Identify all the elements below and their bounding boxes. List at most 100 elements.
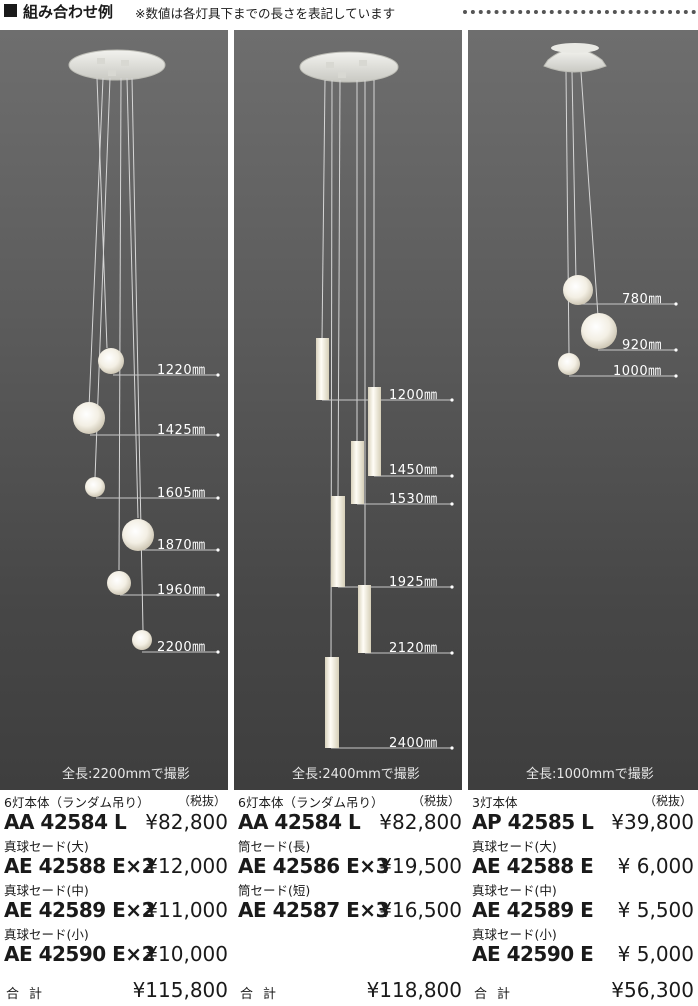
product-price: ¥39,800 (611, 810, 694, 834)
part-code: AE 42588 E×2 (4, 854, 155, 878)
total-label: 合計 (6, 987, 53, 1002)
body-label: 6灯本体（ランダム吊り） (238, 795, 384, 810)
part-code: AE 42588 E (472, 854, 594, 878)
part-row: AE 42589 E ¥ 5,500 (472, 898, 694, 924)
section-note: ※数値は各灯具下までの長さを表記しています (135, 6, 396, 21)
photo-panel-1: 1220㎜ 1425㎜ 1605㎜ 1870㎜ 1960㎜ 2200㎜ 全長:2… (0, 30, 228, 790)
dotted-leader (463, 10, 696, 14)
part-price: ¥ 5,500 (617, 898, 694, 922)
total-row: 合計 ¥115,800 (4, 978, 228, 1004)
part-label-row: 真球セード(小) (472, 924, 694, 942)
total-price: ¥118,800 (366, 978, 462, 1002)
part-label-row: 真球セード(小) (4, 924, 228, 942)
tax-label: （税抜） (411, 794, 460, 808)
spec-column-1: 6灯本体（ランダム吊り） （税抜） AA 42584 L ¥82,800 真球セ… (4, 792, 228, 1006)
photo-caption: 全長:1000mmで撮影 (526, 767, 654, 782)
part-label-row: 筒セード(長) (238, 836, 462, 854)
header: 組み合わせ例 ※数値は各灯具下までの長さを表記しています (0, 0, 698, 26)
part-row: AE 42587 E×3 ¥16,500 (238, 898, 462, 924)
part-label: 真球セード(中) (472, 883, 557, 898)
body-label-row: 6灯本体（ランダム吊り） （税抜） (4, 792, 228, 810)
body-label: 3灯本体 (472, 795, 518, 810)
total-row: 合計 ¥56,300 (472, 978, 694, 1004)
part-code: AE 42590 E (472, 942, 594, 966)
drop-length: 1425㎜ (157, 423, 206, 438)
part-label: 真球セード(小) (4, 927, 89, 942)
product-row: AA 42584 L ¥82,800 (4, 810, 228, 836)
cylinder-shade (331, 496, 345, 587)
part-price: ¥12,000 (145, 854, 228, 878)
part-label: 真球セード(中) (4, 883, 89, 898)
drop-length: 2120㎜ (389, 641, 438, 656)
drop-length: 780㎜ (622, 292, 662, 307)
part-price: ¥11,000 (145, 898, 228, 922)
total-price: ¥56,300 (611, 978, 694, 1002)
pendant-illustration-1 (68, 49, 220, 654)
spec-column-2: 6灯本体（ランダム吊り） （税抜） AA 42584 L ¥82,800 筒セー… (238, 792, 462, 1006)
part-label: 筒セード(長) (238, 839, 311, 854)
drop-length: 1450㎜ (389, 463, 438, 478)
drop-length: 1960㎜ (157, 583, 206, 598)
part-code: AE 42590 E×2 (4, 942, 155, 966)
body-label-row: 3灯本体 （税抜） (472, 792, 694, 810)
part-label: 筒セード(短) (238, 883, 311, 898)
cylinder-shade (358, 585, 371, 653)
part-label-row: 真球セード(大) (4, 836, 228, 854)
cylinder-shade (351, 441, 364, 504)
globe-shade (73, 402, 105, 434)
part-label-row: 真球セード(大) (472, 836, 694, 854)
product-code: AA 42584 L (238, 810, 361, 834)
product-row: AA 42584 L ¥82,800 (238, 810, 462, 836)
tax-label: （税抜） (643, 794, 692, 808)
part-code: AE 42587 E×3 (238, 898, 389, 922)
spec-column-3: 3灯本体 （税抜） AP 42585 L ¥39,800 真球セード(大) AE… (472, 792, 694, 1006)
square-bullet-icon (4, 4, 17, 17)
part-row: AE 42590 E×2 ¥10,000 (4, 942, 228, 968)
part-row: AE 42590 E ¥ 5,000 (472, 942, 694, 968)
drop-length: 1925㎜ (389, 575, 438, 590)
part-row: AE 42586 E×3 ¥19,500 (238, 854, 462, 880)
body-label-row: 6灯本体（ランダム吊り） （税抜） (238, 792, 462, 810)
part-label: 真球セード(大) (472, 839, 557, 854)
drop-length: 1530㎜ (389, 492, 438, 507)
pendant-illustration-3 (543, 43, 678, 378)
drop-length: 1220㎜ (157, 363, 206, 378)
part-label-row: 真球セード(中) (4, 880, 228, 898)
globe-shade (107, 571, 131, 595)
cylinder-shade (325, 657, 339, 748)
part-label: 真球セード(大) (4, 839, 89, 854)
globe-shade (98, 348, 124, 374)
part-row: AE 42588 E ¥ 6,000 (472, 854, 694, 880)
globe-shade (581, 313, 617, 349)
pendant-illustration-2 (299, 51, 454, 750)
globe-shade (563, 275, 593, 305)
product-code: AP 42585 L (472, 810, 594, 834)
drop-length: 1870㎜ (157, 538, 206, 553)
part-price: ¥19,500 (379, 854, 462, 878)
part-label-row: 真球セード(中) (472, 880, 694, 898)
photo-caption: 全長:2400mmで撮影 (292, 767, 420, 782)
total-label: 合計 (240, 987, 287, 1002)
part-code: AE 42589 E×2 (4, 898, 155, 922)
product-row: AP 42585 L ¥39,800 (472, 810, 694, 836)
drop-length: 1605㎜ (157, 486, 206, 501)
photo-panel-3: 780㎜ 920㎜ 1000㎜ 全長:1000mmで撮影 (468, 30, 698, 790)
drop-length: 920㎜ (622, 338, 662, 353)
canopy (68, 49, 166, 81)
total-price: ¥115,800 (132, 978, 228, 1002)
part-label-row: 筒セード(短) (238, 880, 462, 898)
total-label: 合計 (474, 987, 521, 1002)
cylinder-shade (316, 338, 329, 400)
part-price: ¥10,000 (145, 942, 228, 966)
globe-shade (558, 353, 580, 375)
globe-shade (122, 519, 154, 551)
part-price: ¥16,500 (379, 898, 462, 922)
canopy (299, 51, 399, 83)
photo-caption: 全長:2200mmで撮影 (62, 767, 190, 782)
drop-length: 1000㎜ (613, 364, 662, 379)
body-label: 6灯本体（ランダム吊り） (4, 795, 150, 810)
part-row: AE 42589 E×2 ¥11,000 (4, 898, 228, 924)
globe-shade (85, 477, 105, 497)
part-price: ¥ 5,000 (617, 942, 694, 966)
total-row: 合計 ¥118,800 (238, 978, 462, 1004)
